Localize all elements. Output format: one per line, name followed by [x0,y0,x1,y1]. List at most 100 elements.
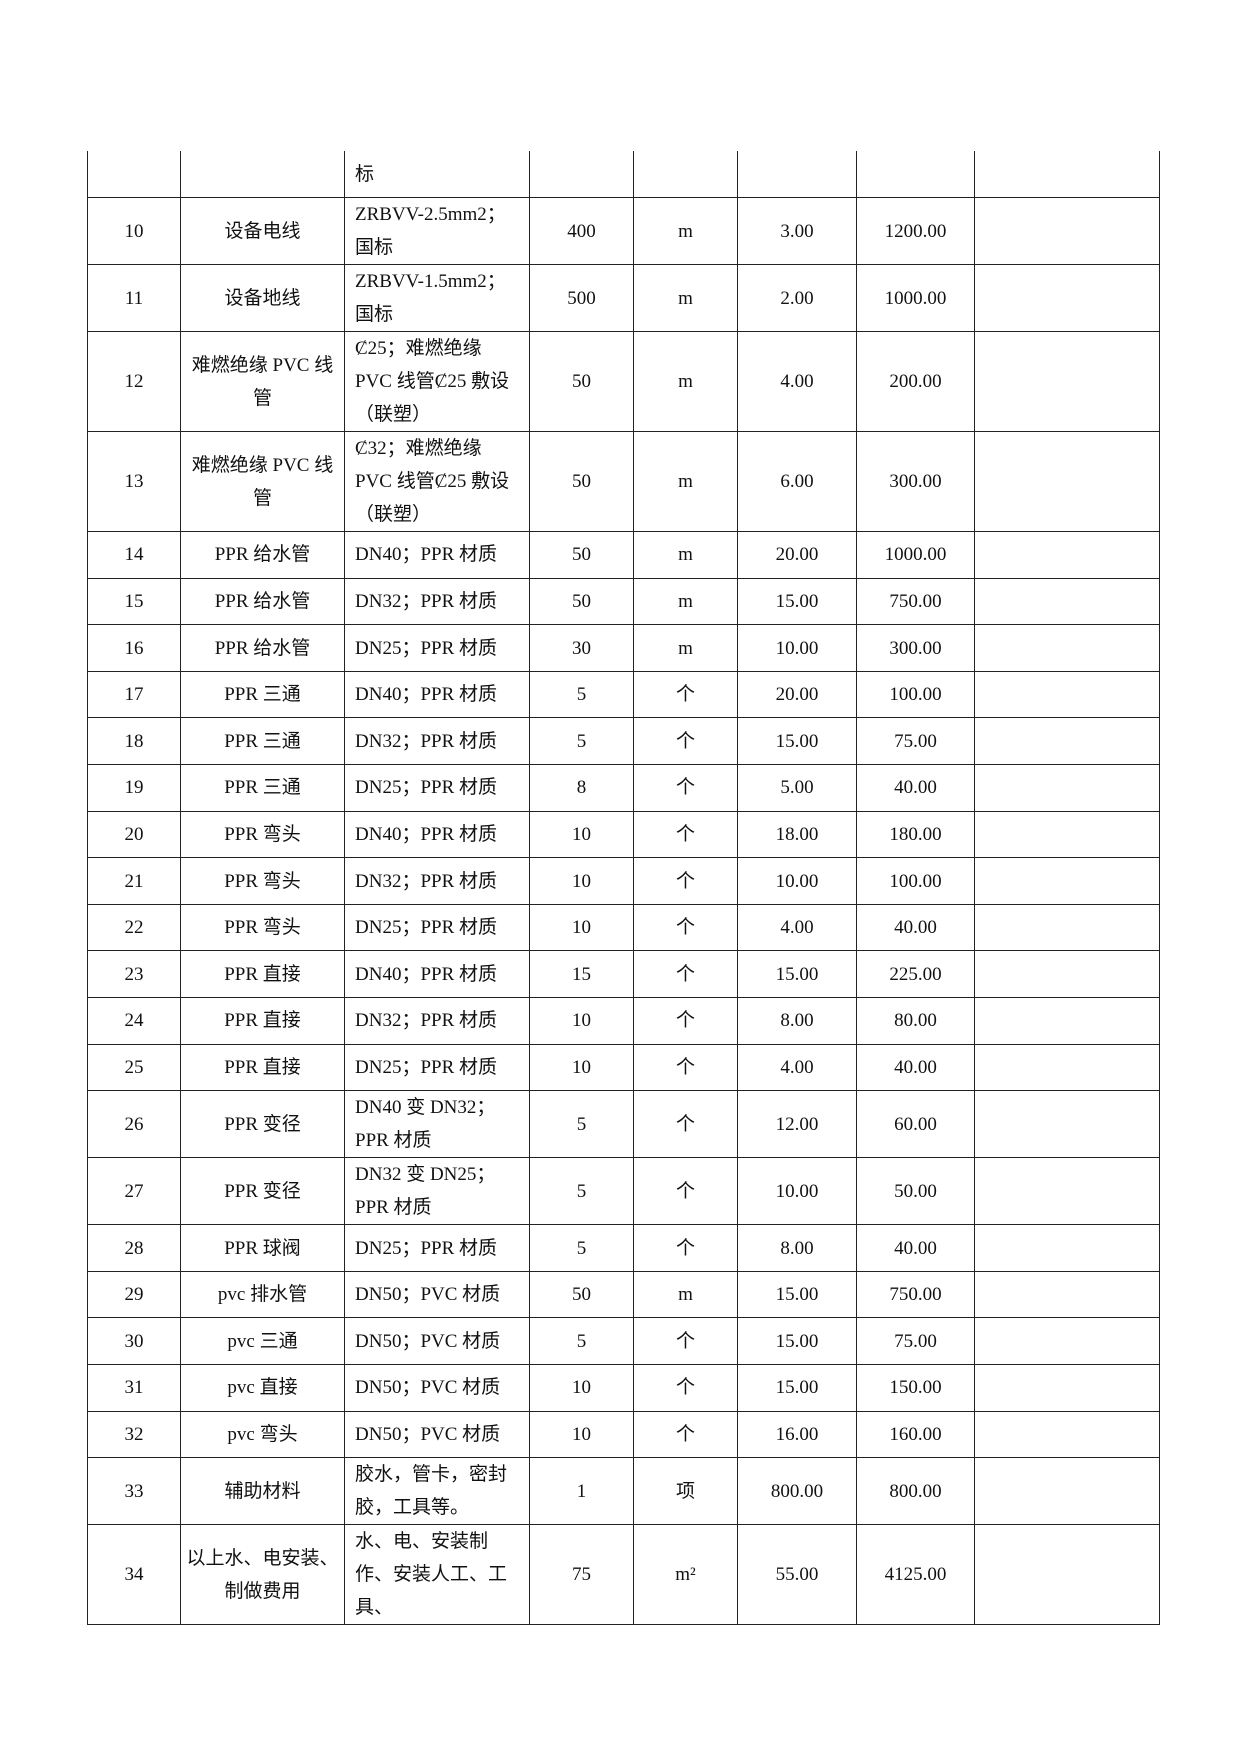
table-row: 20 PPR 弯头 DN40；PPR 材质 10 个 18.00 180.00 [87,810,1160,859]
cell-qty: 30 [529,624,634,672]
cell-spec: DN40；PPR 材质 [344,810,530,859]
cell-no: 15 [87,577,181,626]
cell-price: 4.00 [737,331,857,433]
cell-price: 15.00 [737,717,857,766]
cell-total: 150.00 [856,1364,975,1412]
cell-no: 23 [87,950,181,999]
cell-price: 4.00 [737,1043,857,1092]
table-row: 33 辅助材料 胶水，管卡，密封胶，工具等。 1 项 800.00 800.00 [87,1457,1160,1526]
cell-note [974,903,1160,952]
cell-total: 200.00 [856,331,975,433]
cell-no: 33 [87,1457,181,1526]
cell-note [974,1317,1160,1365]
cell-no: 32 [87,1410,181,1459]
table-row: 13 难燃绝缘 PVC 线管 Ȼ32；难燃绝缘 PVC 线管Ȼ25 敷设（联塑） 50… [87,431,1160,533]
cell-no: 12 [87,331,181,433]
cell-qty: 10 [529,1043,634,1092]
cell-qty: 500 [529,264,634,333]
cell-price: 18.00 [737,810,857,859]
cell-price: 5.00 [737,764,857,812]
cell-note [974,670,1160,719]
materials-table: 标 10 设备电线 ZRBVV-2.5mm2；国标 400 m 3.00 1200.00 11 设… [87,151,1160,1626]
cell-price: 20.00 [737,531,857,579]
cell-unit: 个 [633,997,738,1045]
cell-total: 40.00 [856,1224,975,1272]
cell-name: PPR 变径 [180,1090,345,1159]
cell-no: 30 [87,1317,181,1365]
cell-spec: DN50；PVC 材质 [344,1317,530,1365]
cell-price: 8.00 [737,997,857,1045]
cell-qty: 10 [529,1410,634,1459]
cell-total: 80.00 [856,997,975,1045]
cell-spec: DN50；PVC 材质 [344,1270,530,1319]
cell-unit: 个 [633,950,738,999]
cell-qty: 50 [529,577,634,626]
cell-name: PPR 弯头 [180,857,345,905]
cell-unit: 个 [633,810,738,859]
cell-name: PPR 直接 [180,950,345,999]
table-row: 25 PPR 直接 DN25；PPR 材质 10 个 4.00 40.00 [87,1043,1160,1092]
cell-qty: 5 [529,717,634,766]
cell-note [974,531,1160,579]
cell-unit: m [633,431,738,533]
cell-name: pvc 三通 [180,1317,345,1365]
cell-name [180,151,345,199]
cell-unit: 个 [633,903,738,952]
cell-total: 60.00 [856,1090,975,1159]
cell-name: PPR 直接 [180,1043,345,1092]
cell-note [974,857,1160,905]
cell-qty: 50 [529,331,634,433]
cell-total: 300.00 [856,431,975,533]
cell-total: 160.00 [856,1410,975,1459]
table-row: 30 pvc 三通 DN50；PVC 材质 5 个 15.00 75.00 [87,1317,1160,1365]
cell-no: 11 [87,264,181,333]
cell-price: 800.00 [737,1457,857,1526]
cell-unit: 个 [633,1157,738,1226]
cell-price: 2.00 [737,264,857,333]
cell-total: 180.00 [856,810,975,859]
cell-no [87,151,181,199]
cell-name: pvc 弯头 [180,1410,345,1459]
cell-unit: m [633,1270,738,1319]
cell-qty: 75 [529,1524,634,1626]
cell-qty: 50 [529,531,634,579]
cell-spec: DN40；PPR 材质 [344,670,530,719]
cell-total: 4125.00 [856,1524,975,1626]
cell-price [737,151,857,199]
cell-price: 15.00 [737,950,857,999]
cell-note [974,1090,1160,1159]
cell-qty: 5 [529,1090,634,1159]
cell-name: 以上水、电安装、制做费用 [180,1524,345,1626]
cell-spec: 标 [344,151,530,199]
cell-spec: DN32；PPR 材质 [344,717,530,766]
cell-note [974,1364,1160,1412]
cell-no: 18 [87,717,181,766]
cell-no: 27 [87,1157,181,1226]
cell-total: 1200.00 [856,197,975,266]
table-row: 21 PPR 弯头 DN32；PPR 材质 10 个 10.00 100.00 [87,857,1160,905]
cell-qty: 1 [529,1457,634,1526]
cell-note [974,1270,1160,1319]
cell-unit: 个 [633,1317,738,1365]
cell-total: 300.00 [856,624,975,672]
cell-price: 8.00 [737,1224,857,1272]
cell-note [974,1457,1160,1526]
cell-price: 15.00 [737,577,857,626]
table-row: 23 PPR 直接 DN40；PPR 材质 15 个 15.00 225.00 [87,950,1160,999]
cell-spec: DN25；PPR 材质 [344,903,530,952]
cell-unit: 个 [633,670,738,719]
cell-total: 1000.00 [856,264,975,333]
cell-no: 28 [87,1224,181,1272]
cell-note [974,1410,1160,1459]
cell-spec: DN50；PVC 材质 [344,1410,530,1459]
cell-unit: m [633,577,738,626]
cell-no: 24 [87,997,181,1045]
cell-note [974,1157,1160,1226]
cell-unit: 个 [633,1043,738,1092]
cell-qty: 10 [529,903,634,952]
cell-unit: 个 [633,1410,738,1459]
cell-total: 40.00 [856,1043,975,1092]
cell-price: 15.00 [737,1317,857,1365]
cell-name: PPR 变径 [180,1157,345,1226]
table-row: 28 PPR 球阀 DN25；PPR 材质 5 个 8.00 40.00 [87,1224,1160,1272]
